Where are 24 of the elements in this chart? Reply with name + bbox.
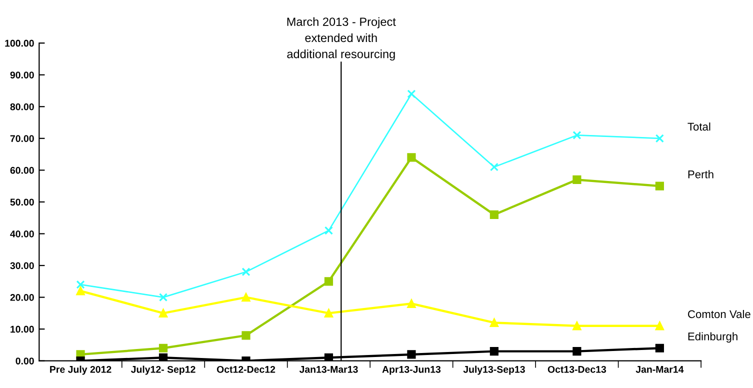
x-tick-label: July13-Sep13 <box>463 366 525 375</box>
x-tick-label: Jan-Mar14 <box>636 366 684 373</box>
x-tick-label: Oct13-Dec13 <box>548 366 606 373</box>
y-tick-label: 20.00 <box>10 294 34 301</box>
y-tick-label: 90.00 <box>10 72 34 78</box>
y-tick-label: 80.00 <box>10 103 34 110</box>
y-tick-label: 10.00 <box>10 326 34 333</box>
x-tick-label: Jan13-Mar13 <box>299 366 358 373</box>
y-tick-label: 70.00 <box>10 135 34 142</box>
text: Edinburgh <box>688 332 738 343</box>
y-tick-label: 60.00 <box>10 166 34 174</box>
x-tick-label: July12- Sep12 <box>130 366 196 375</box>
x-tick-label: Apr13-Jun13 <box>382 366 441 375</box>
ref-line-label: March 2013 - Project extended with additional resourcing <box>287 17 396 61</box>
text: Perth <box>688 170 714 178</box>
y-tick-label: 50.00 <box>10 198 34 206</box>
y-tick-label: 100.00 <box>5 40 34 47</box>
y-tick-label: 0.00 <box>16 358 34 364</box>
text: Comton Vale <box>688 310 750 318</box>
x-tick-label: Pre July 2012 <box>50 366 112 375</box>
text: Total <box>688 122 710 131</box>
y-tick-label: 30.00 <box>10 262 34 270</box>
y-tick-label: 40.00 <box>10 230 34 238</box>
x-tick-label: Oct12-Dec12 <box>216 366 276 373</box>
